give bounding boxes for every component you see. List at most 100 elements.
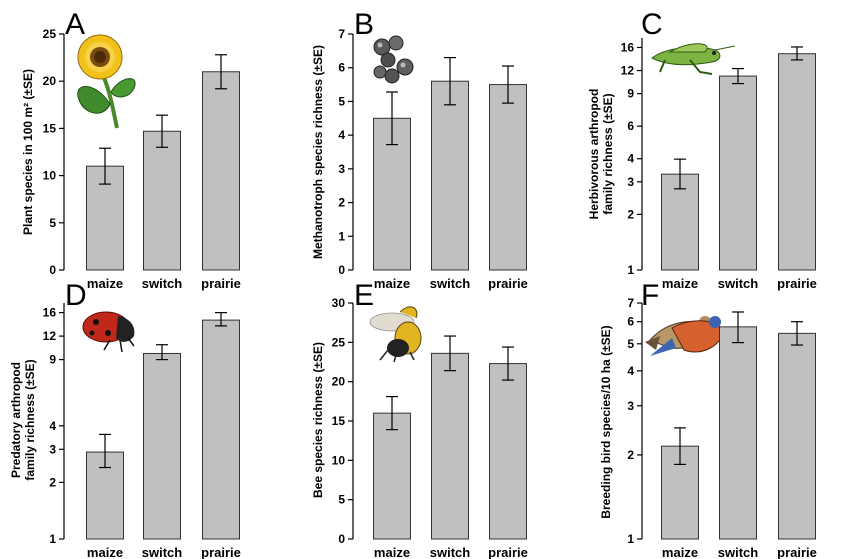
panel-label: C — [641, 8, 663, 41]
bar-switch — [719, 75, 757, 271]
y-tick-label: 5 — [627, 337, 634, 351]
y-tick-label: 3 — [627, 175, 634, 189]
panel-label: D — [65, 279, 87, 312]
y-tick-label: 25 — [332, 335, 346, 349]
y-tick-label: 0 — [338, 532, 345, 546]
grasshopper-icon — [651, 43, 736, 75]
y-tick-label: 0 — [338, 263, 345, 277]
icon-layer — [77, 34, 736, 363]
y-tick-label: 6 — [338, 61, 345, 75]
y-tick-label: 16 — [43, 306, 57, 320]
y-tick-label: 5 — [338, 94, 345, 108]
y-tick-label: 2 — [49, 475, 56, 489]
bar-switch — [431, 80, 469, 271]
category-label: switch — [718, 276, 759, 291]
bar-maize — [86, 165, 124, 271]
panel-b: B 0 1 2 3 4 5 6 7 Methanotroph species richness (… — [311, 8, 528, 291]
bar-prairie — [778, 332, 816, 540]
y-tick-label: 6 — [627, 119, 634, 133]
ladybug-icon — [82, 311, 135, 353]
bar-switch — [143, 130, 181, 271]
y-tick-label: 2 — [627, 207, 634, 221]
y-tick-label: 7 — [338, 27, 345, 41]
y-tick-label: 9 — [49, 353, 56, 367]
y-tick-label: 20 — [43, 74, 57, 88]
y-tick-label: 2 — [627, 448, 634, 462]
y-axis-label: Plant species in 100 m² (±SE) — [21, 69, 35, 235]
y-tick-label: 6 — [627, 315, 634, 329]
y-axis-label: Herbivorous arthropodfamily richness (±S… — [587, 89, 615, 220]
y-tick-label: 12 — [43, 329, 57, 343]
y-tick-label: 4 — [49, 419, 56, 433]
bumblebee-icon — [369, 306, 422, 363]
category-label: prairie — [488, 276, 528, 291]
y-tick-label: 4 — [627, 364, 634, 378]
y-tick-label: 7 — [627, 296, 634, 310]
y-tick-label: 30 — [332, 296, 346, 310]
panel-a: A 0 5 10 15 20 25 Plant species in 100 m² (±SE)… — [21, 8, 241, 291]
category-label: maize — [374, 276, 410, 291]
y-tick-label: 3 — [338, 162, 345, 176]
category-label: maize — [662, 276, 698, 291]
y-tick-label: 10 — [43, 169, 57, 183]
y-tick-label: 25 — [43, 27, 57, 41]
bar-prairie — [202, 319, 240, 540]
category-label: prairie — [777, 276, 817, 291]
bar-prairie — [202, 71, 240, 271]
y-tick-label: 2 — [338, 196, 345, 210]
category-label: switch — [430, 276, 471, 291]
category-label: switch — [430, 545, 471, 559]
category-label: maize — [87, 276, 123, 291]
bar-switch — [143, 352, 181, 540]
y-tick-label: 5 — [49, 216, 56, 230]
panel-e: E 0 5 10 15 20 25 30 Bee species richness (±SE) m… — [311, 279, 528, 559]
y-axis-label: Methanotroph species richness (±SE) — [311, 45, 325, 259]
y-tick-label: 0 — [49, 263, 56, 277]
birds-icon — [645, 316, 725, 356]
panel-label: A — [65, 8, 85, 41]
y-tick-label: 4 — [338, 128, 345, 142]
y-tick-label: 15 — [43, 121, 57, 135]
category-label: maize — [662, 545, 698, 559]
y-tick-label: 10 — [332, 453, 346, 467]
category-label: switch — [142, 276, 183, 291]
category-label: maize — [374, 545, 410, 559]
y-tick-label: 20 — [332, 375, 346, 389]
y-axis-label: Bee species richness (±SE) — [311, 342, 325, 498]
panel-f: F 1 2 3 4 5 6 7 Breeding bird species/10 ha (±SE… — [599, 279, 817, 559]
y-axis-label: Predatory arthropodfamily richness (±SE) — [9, 359, 37, 480]
category-label: maize — [87, 545, 123, 559]
bar-maize — [373, 412, 411, 540]
y-tick-label: 12 — [621, 64, 635, 78]
sunflower-icon — [77, 34, 136, 129]
y-tick-label: 5 — [338, 493, 345, 507]
bar-prairie — [489, 363, 527, 540]
y-tick-label: 1 — [338, 229, 345, 243]
bar-switch — [719, 326, 757, 540]
y-tick-label: 16 — [621, 40, 635, 54]
category-label: prairie — [201, 545, 241, 559]
category-label: prairie — [201, 276, 241, 291]
y-tick-label: 1 — [627, 532, 634, 546]
category-label: switch — [718, 545, 759, 559]
y-tick-label: 4 — [627, 152, 634, 166]
category-label: prairie — [488, 545, 528, 559]
category-label: switch — [142, 545, 183, 559]
bar-switch — [431, 352, 469, 540]
category-label: prairie — [777, 545, 817, 559]
y-tick-label: 3 — [627, 399, 634, 413]
panel-label: E — [354, 279, 374, 312]
bar-prairie — [778, 53, 816, 271]
bacteria-icon — [373, 35, 414, 84]
panel-label: F — [641, 279, 659, 312]
y-tick-label: 1 — [49, 532, 56, 546]
y-tick-label: 9 — [627, 87, 634, 101]
y-axis-label: Breeding bird species/10 ha (±SE) — [599, 325, 613, 518]
y-tick-label: 15 — [332, 414, 346, 428]
y-tick-label: 3 — [49, 442, 56, 456]
panel-label: B — [354, 8, 374, 41]
